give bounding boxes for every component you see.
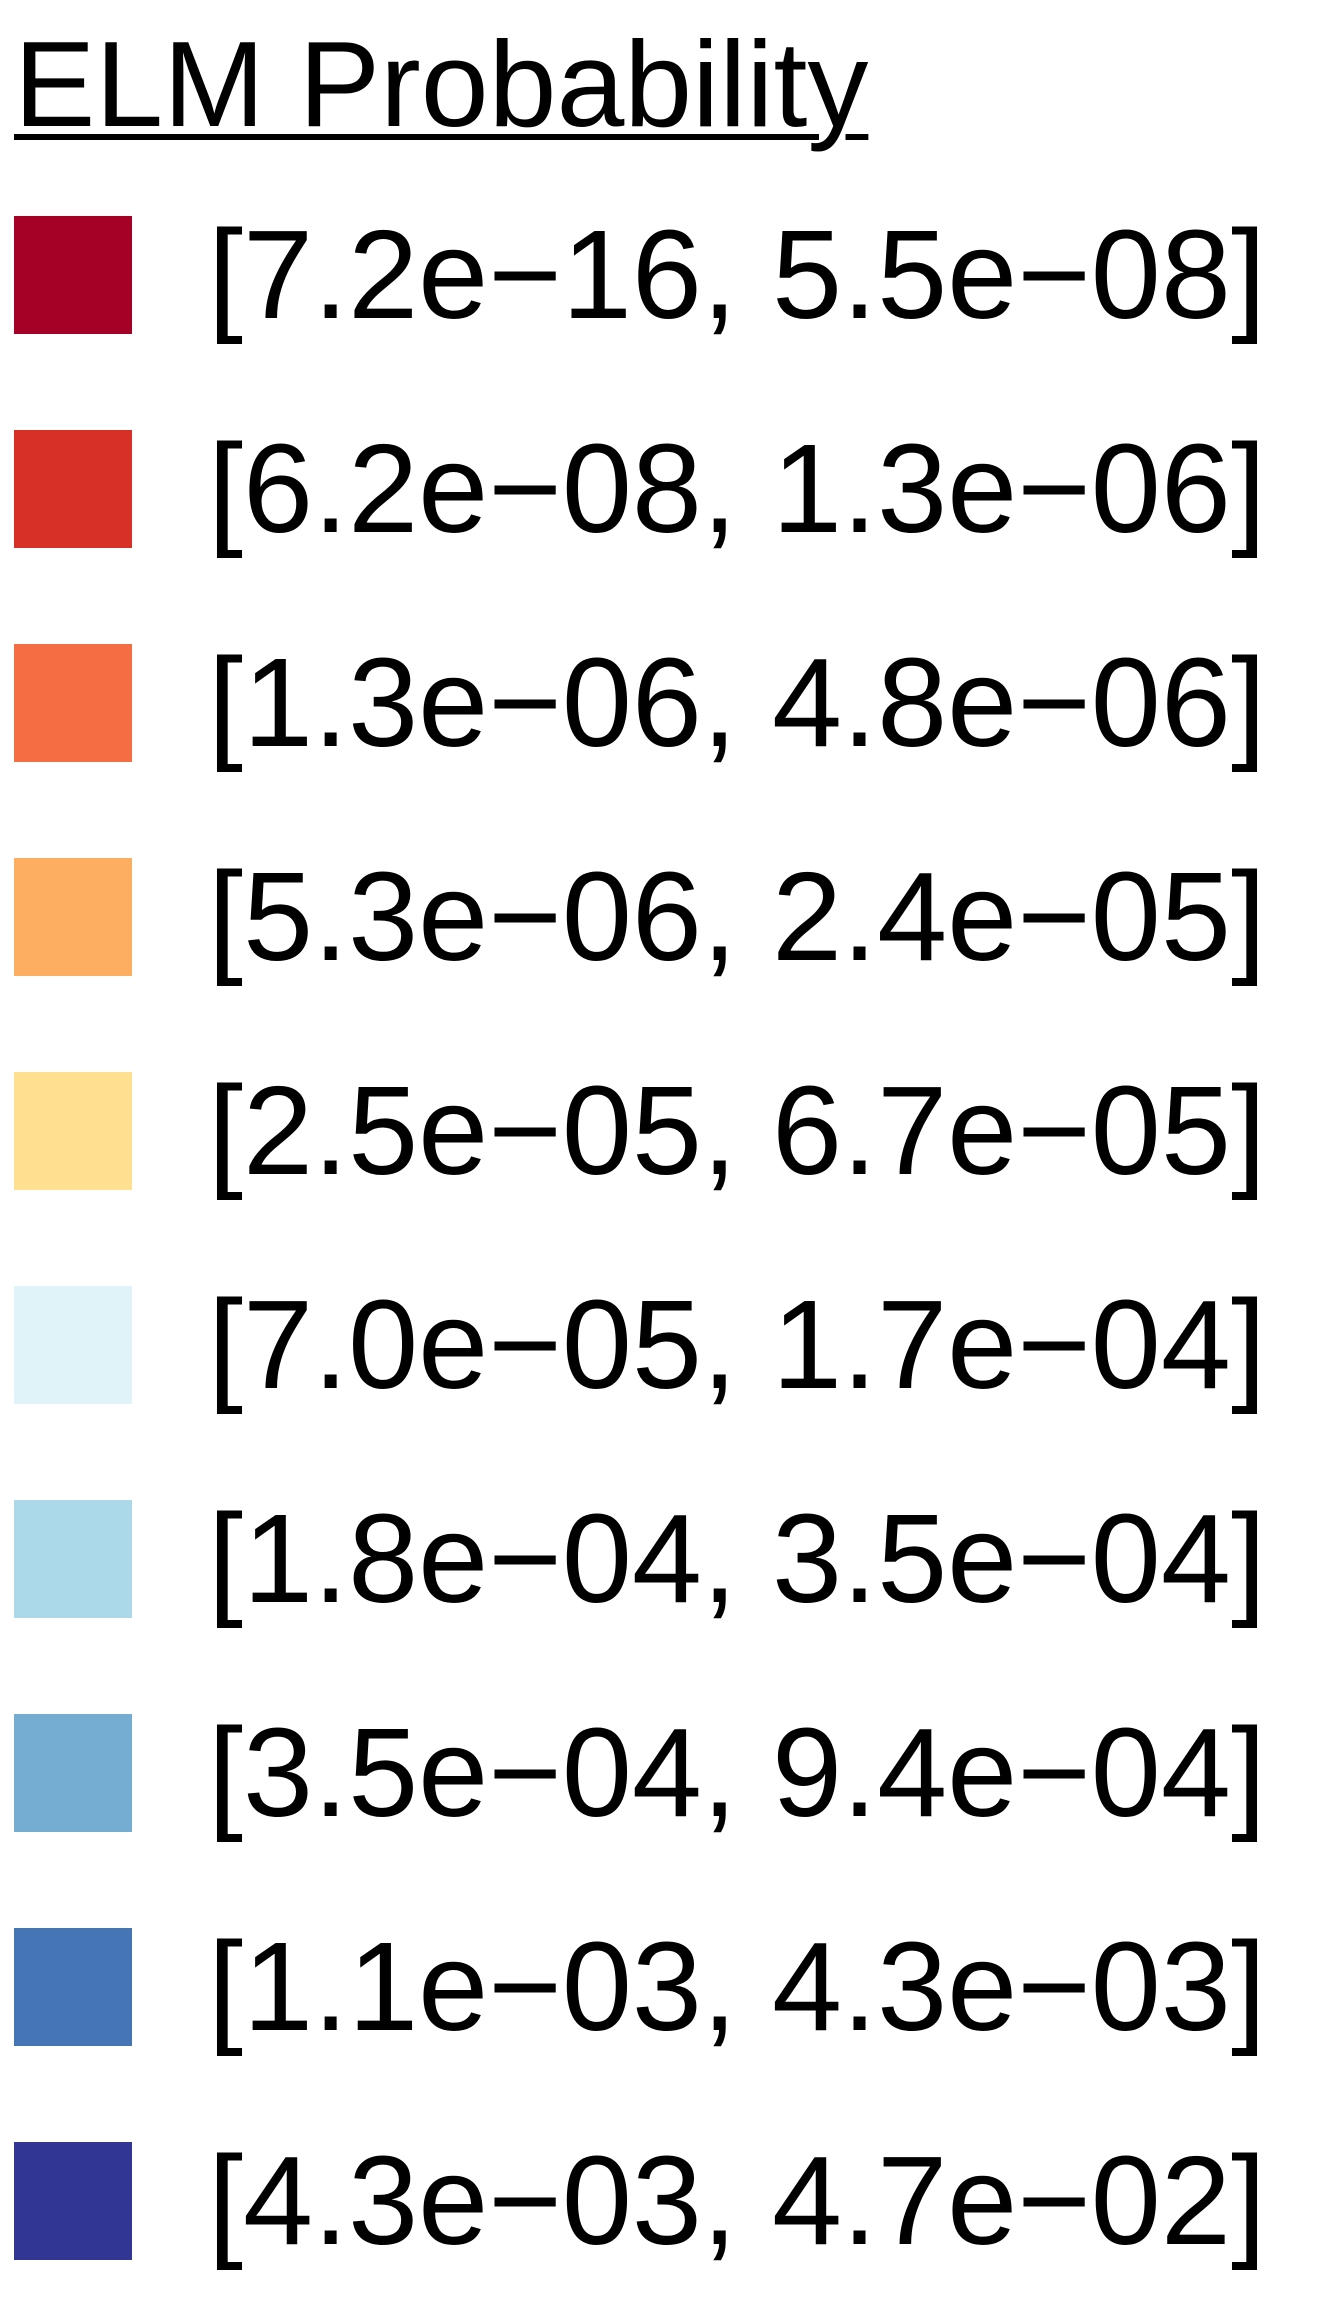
legend-item: [2.5e−05, 6.7e−05] [0,1061,1333,1201]
legend-item: [1.8e−04, 3.5e−04] [0,1489,1333,1629]
legend-swatch [14,1500,132,1618]
legend-swatch [14,1928,132,2046]
legend-swatch [14,1072,132,1190]
legend-item: [3.5e−04, 9.4e−04] [0,1703,1333,1843]
legend-item: [7.0e−05, 1.7e−04] [0,1275,1333,1415]
legend-item: [7.2e−16, 5.5e−08] [0,205,1333,345]
legend-swatch [14,2142,132,2260]
legend-item: [5.3e−06, 2.4e−05] [0,847,1333,987]
legend-label: [4.3e−03, 4.7e−02] [208,2130,1266,2271]
legend-title: ELM Probability [14,16,869,152]
legend-label: [1.1e−03, 4.3e−03] [208,1916,1266,2057]
legend-label: [1.3e−06, 4.8e−06] [208,632,1266,773]
legend-label: [6.2e−08, 1.3e−06] [208,418,1266,559]
legend-label: [2.5e−05, 6.7e−05] [208,1060,1266,1201]
legend-swatch [14,1714,132,1832]
legend-swatch [14,644,132,762]
legend-swatch [14,1286,132,1404]
legend-item: [1.1e−03, 4.3e−03] [0,1917,1333,2057]
legend-swatch [14,216,132,334]
legend-item: [4.3e−03, 4.7e−02] [0,2131,1333,2271]
legend-label: [7.0e−05, 1.7e−04] [208,1274,1266,1415]
legend-label: [3.5e−04, 9.4e−04] [208,1702,1266,1843]
legend-item: [1.3e−06, 4.8e−06] [0,633,1333,773]
legend-label: [5.3e−06, 2.4e−05] [208,846,1266,987]
legend-label: [7.2e−16, 5.5e−08] [208,204,1266,345]
legend-item: [6.2e−08, 1.3e−06] [0,419,1333,559]
legend-swatch [14,858,132,976]
legend-swatch [14,430,132,548]
legend-label: [1.8e−04, 3.5e−04] [208,1488,1266,1629]
